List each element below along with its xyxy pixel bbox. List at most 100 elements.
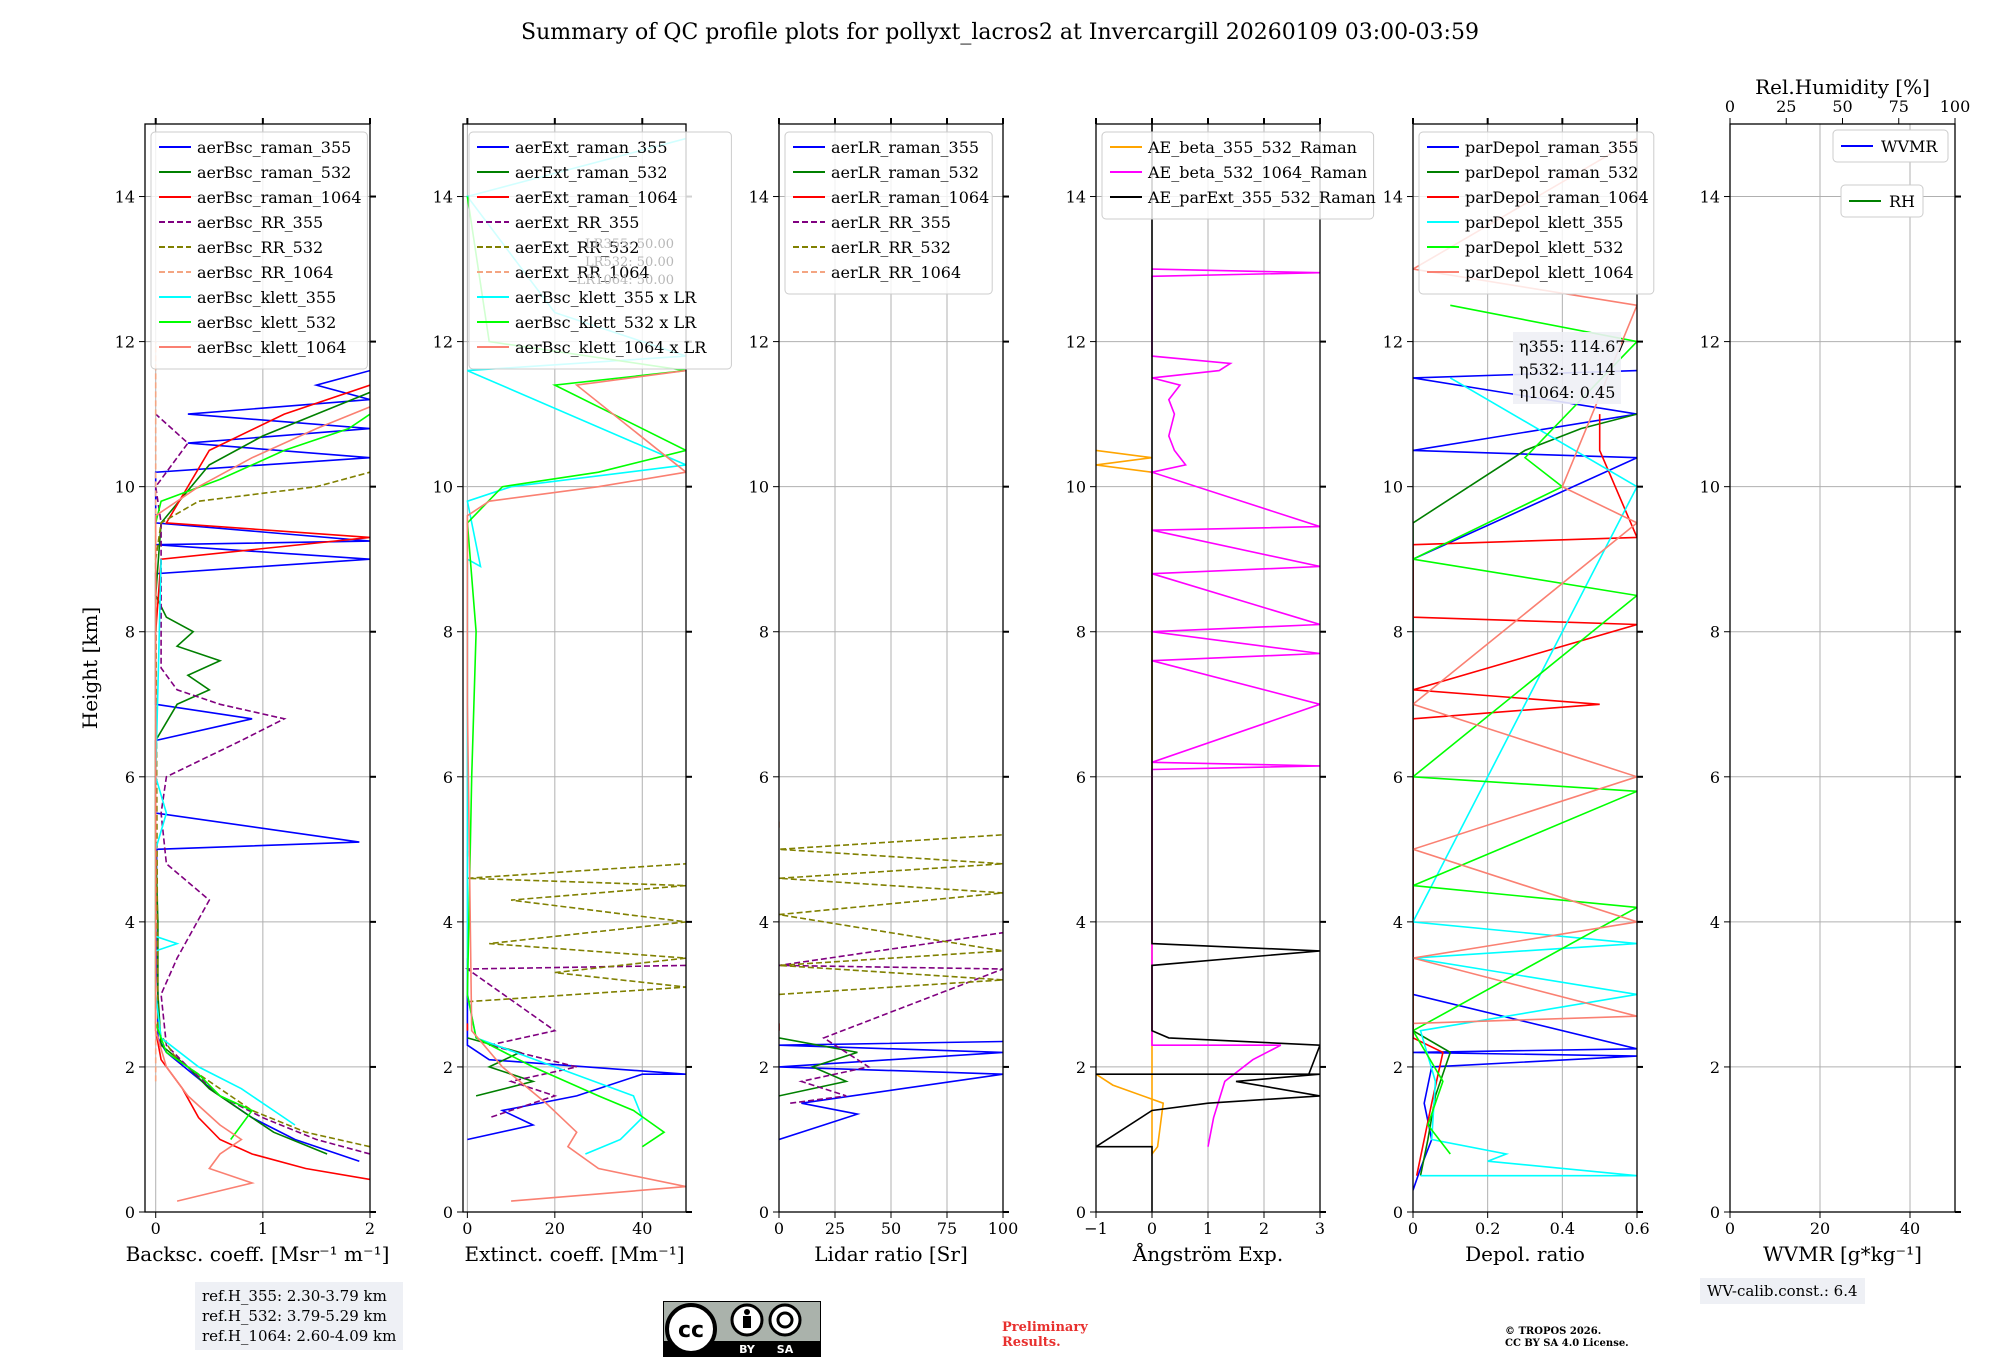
x-tick-label: 0.2 bbox=[1475, 1219, 1500, 1238]
y-tick-label: 0 bbox=[1710, 1203, 1720, 1222]
preliminary-line-2: Results. bbox=[1002, 1335, 1061, 1350]
series-group-ae bbox=[1096, 124, 1320, 1212]
series-line-aerExt_RR_532 bbox=[467, 863, 686, 1003]
x-tick-label: 20 bbox=[1810, 1219, 1830, 1238]
x-tick-label: 40 bbox=[632, 1219, 652, 1238]
top-x-tick-label: 50 bbox=[1832, 97, 1852, 116]
legend-label-aerExt_raman_1064: aerExt_raman_1064 bbox=[515, 188, 678, 207]
y-tick-label: 14 bbox=[1383, 188, 1403, 207]
y-tick-label: 0 bbox=[443, 1203, 453, 1222]
copyright-line-2: CC BY SA 4.0 License. bbox=[1505, 1338, 1629, 1349]
series-line-parDepol_klett_355 bbox=[1413, 377, 1637, 1177]
y-tick-label: 0 bbox=[1076, 1203, 1086, 1222]
series-line-parDepol_raman_1064 bbox=[1413, 414, 1637, 1176]
y-tick-label: 10 bbox=[115, 478, 135, 497]
copyright-note: © TROPOS 2026. CC BY SA 4.0 License. bbox=[1505, 1326, 1629, 1350]
legend-label-aerBsc_klett_355 x LR: aerBsc_klett_355 x LR bbox=[515, 288, 697, 307]
lr-label: LR532: 50.00 bbox=[585, 255, 674, 270]
series-line-aerLR_RR_355 bbox=[779, 931, 1003, 1104]
y-tick-label: 14 bbox=[115, 188, 135, 207]
series-line-aerBsc_klett_1064 x LR bbox=[466, 369, 686, 1202]
x-tick-label: 0 bbox=[774, 1219, 784, 1238]
x-axis-label-depol: Depol. ratio bbox=[1465, 1242, 1585, 1266]
legend-label-aerLR_RR_532: aerLR_RR_532 bbox=[831, 238, 951, 257]
x-tick-label: 0 bbox=[1147, 1219, 1157, 1238]
y-tick-label: 0 bbox=[1393, 1203, 1403, 1222]
axes-frame-wv bbox=[1729, 123, 1956, 1213]
series-line-aerLR_RR_532 bbox=[779, 834, 1003, 996]
legend-label-AE_beta_355_532_Raman: AE_beta_355_532_Raman bbox=[1147, 138, 1357, 157]
x-tick-label: 0.4 bbox=[1550, 1219, 1575, 1238]
y-tick-label: 6 bbox=[1076, 768, 1086, 787]
y-tick-label: 12 bbox=[433, 333, 453, 352]
legend-bsc: aerBsc_raman_355 aerBsc_raman_532 aerBsc_r… bbox=[150, 131, 368, 370]
x-tick-label: 0 bbox=[1725, 1219, 1735, 1238]
preliminary-note: Preliminary Results. bbox=[1002, 1320, 1088, 1350]
x-tick-label: 100 bbox=[988, 1219, 1019, 1238]
y-tick-label: 12 bbox=[115, 333, 135, 352]
axes-frame-depol bbox=[1412, 123, 1638, 1213]
series-group-depol bbox=[1413, 137, 1637, 1191]
legend-label-aerExt_RR_355: aerExt_RR_355 bbox=[515, 213, 639, 232]
x-tick-label: 0 bbox=[1408, 1219, 1418, 1238]
legend-depol: parDepol_raman_355 parDepol_raman_532 parD… bbox=[1418, 131, 1655, 295]
legend-label-aerBsc_klett_355: aerBsc_klett_355 bbox=[197, 288, 336, 307]
chart-panel-ext: 0 2 4 6 8 10 12 14 0 20 40 Extinct. coeff. [Mm⁻¹] ae… bbox=[433, 118, 732, 1266]
x-tick-label: 1 bbox=[1203, 1219, 1213, 1238]
x-tick-label: 2 bbox=[1259, 1219, 1269, 1238]
y-tick-label: 6 bbox=[1710, 768, 1720, 787]
y-tick-label: 14 bbox=[1700, 188, 1720, 207]
legend-label-aerBsc_RR_532: aerBsc_RR_532 bbox=[197, 238, 323, 257]
legend-label-aerBsc_raman_532: aerBsc_raman_532 bbox=[197, 163, 351, 182]
y-tick-label: 0 bbox=[759, 1203, 769, 1222]
series-line-AE_beta_532_1064_Raman bbox=[1148, 268, 1320, 1147]
y-tick-label: 10 bbox=[1066, 478, 1086, 497]
y-tick-label: 2 bbox=[1710, 1058, 1720, 1077]
x-tick-label: 0.6 bbox=[1624, 1219, 1649, 1238]
legend-label-WVMR: WVMR bbox=[1881, 137, 1938, 156]
legend-label-RH: RH bbox=[1889, 192, 1915, 211]
y-tick-label: 2 bbox=[1076, 1058, 1086, 1077]
y-tick-label: 14 bbox=[1066, 188, 1086, 207]
y-tick-label: 8 bbox=[1393, 623, 1403, 642]
y-tick-label: 4 bbox=[125, 913, 135, 932]
series-line-parDepol_klett_1064 bbox=[1413, 137, 1637, 1025]
ref-height-1064: ref.H_1064: 2.60-4.09 km bbox=[202, 1327, 397, 1345]
x-tick-label: 1 bbox=[258, 1219, 268, 1238]
cc-icon-label: cc bbox=[678, 1318, 704, 1343]
series-line-aerLR_raman_532 bbox=[779, 1037, 858, 1097]
y-tick-label: 14 bbox=[749, 188, 769, 207]
y-tick-label: 8 bbox=[125, 623, 135, 642]
series-line-aerLR_raman_355 bbox=[779, 1040, 1003, 1141]
eta-box bbox=[1513, 332, 1621, 404]
legend-box bbox=[468, 131, 732, 370]
by-label: BY bbox=[739, 1343, 756, 1356]
lr-label: LR1064: 50.00 bbox=[577, 273, 674, 288]
series-line-aerExt_raman_355 bbox=[466, 958, 686, 1141]
series-line-aerBsc_klett_532 x LR bbox=[466, 196, 686, 1148]
legend-box bbox=[1832, 129, 1949, 163]
legend-label-AE_beta_532_1064_Raman: AE_beta_532_1064_Raman bbox=[1147, 163, 1367, 182]
legend-box bbox=[1840, 184, 1924, 218]
eta-label: η532: 11.14 bbox=[1519, 360, 1615, 379]
x-tick-label: 3 bbox=[1315, 1219, 1325, 1238]
legend-box bbox=[1101, 131, 1375, 220]
cc-license-badge: cc BY SA bbox=[663, 1301, 821, 1357]
legend-label-aerLR_RR_355: aerLR_RR_355 bbox=[831, 213, 951, 232]
y-tick-label: 4 bbox=[443, 913, 453, 932]
legend-box bbox=[784, 131, 993, 295]
y-tick-label: 4 bbox=[1710, 913, 1720, 932]
legend-box bbox=[1418, 131, 1655, 295]
x-tick-label: 40 bbox=[1900, 1219, 1920, 1238]
series-line-parDepol_klett_532 bbox=[1413, 304, 1637, 1155]
legend-label-aerExt_raman_355: aerExt_raman_355 bbox=[515, 138, 668, 157]
legend-label-parDepol_raman_532: parDepol_raman_532 bbox=[1465, 163, 1638, 182]
legend-label-aerExt_RR_1064: aerExt_RR_1064 bbox=[515, 263, 650, 282]
y-tick-label: 12 bbox=[1066, 333, 1086, 352]
y-tick-label: 10 bbox=[1383, 478, 1403, 497]
x-tick-label: −1 bbox=[1084, 1219, 1108, 1238]
wv-calibration-box: WV-calib.const.: 6.4 bbox=[1700, 1278, 1865, 1304]
